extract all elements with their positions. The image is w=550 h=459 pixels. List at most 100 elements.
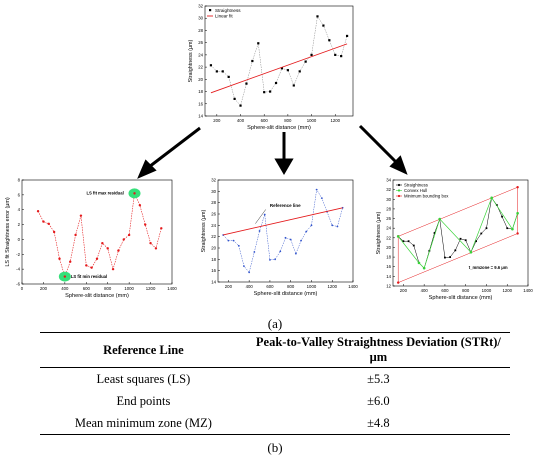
right-convex-hull-point xyxy=(417,261,421,265)
top-data-point xyxy=(274,81,278,85)
left-data-point xyxy=(69,260,72,263)
top-data-point xyxy=(328,39,331,42)
middle-data-point xyxy=(269,259,271,261)
top-data-point xyxy=(269,90,272,93)
row-mz-label: Mean minimum zone (MZ) xyxy=(74,415,212,430)
results-table: Reference Line Peak-to-Valley Straightne… xyxy=(40,332,510,435)
right-y-tick-label: 30 xyxy=(386,197,391,202)
left-y-tick-label: 0 xyxy=(18,237,21,242)
right-convex-hull-point xyxy=(511,227,514,231)
table-row: Least squares (LS) ±5.3 xyxy=(40,368,510,391)
middle-y-tick-label: 14 xyxy=(211,280,216,285)
middle-x-tick-label: 800 xyxy=(287,284,295,289)
right-convex-hull-point xyxy=(422,266,426,270)
top-data-point xyxy=(233,97,236,100)
right-convex-hull-point xyxy=(490,196,493,200)
left-data-point xyxy=(160,227,163,230)
left-data-point xyxy=(79,214,83,217)
top-x-tick-label: 1000 xyxy=(307,118,317,123)
left-data-point xyxy=(36,210,40,213)
right-data-point xyxy=(454,249,457,252)
top-data-point xyxy=(239,104,242,107)
right-data-point xyxy=(480,232,483,235)
right-y-tick-label: 24 xyxy=(386,226,391,231)
top-data-point xyxy=(215,70,218,73)
right-data-point xyxy=(485,227,488,230)
middle-reference-line xyxy=(223,207,343,236)
top-data-point xyxy=(257,42,260,45)
right-y-tick-label: 14 xyxy=(386,274,391,279)
right-y-tick-label: 22 xyxy=(386,235,391,240)
middle-y-tick-label: 32 xyxy=(211,178,216,183)
right-y-tick-label: 16 xyxy=(386,264,391,269)
right-data-point xyxy=(402,240,405,243)
top-legend-label-fit: Linear fit xyxy=(215,14,233,19)
left-data-point xyxy=(106,247,109,250)
top-series-line xyxy=(210,15,348,107)
middle-data-point xyxy=(289,238,292,241)
left-data-point xyxy=(111,267,115,271)
right-legend-marker xyxy=(397,194,401,198)
middle-data-point xyxy=(253,251,256,253)
top-data-point xyxy=(292,84,295,87)
middle-y-tick-label: 24 xyxy=(211,223,216,228)
top-y-tick-label: 22 xyxy=(198,65,203,70)
caption-a: (a) xyxy=(267,316,283,331)
right-convex-hull-point xyxy=(438,217,442,221)
left-x-tick-label: 400 xyxy=(61,286,69,291)
left-x-tick-label: 1000 xyxy=(124,286,134,291)
middle-y-tick-label: 22 xyxy=(211,234,216,239)
middle-data-point xyxy=(227,239,230,242)
middle-x-axis-label: Sphere-slit distance (mm) xyxy=(254,291,318,297)
middle-x-tick-label: 400 xyxy=(246,284,254,289)
top-data-point xyxy=(280,67,284,70)
middle-data-point xyxy=(232,239,235,242)
top-data-point xyxy=(304,60,307,63)
left-annot-min: LS fit min residual xyxy=(71,274,107,279)
right-annot-zone: t_mmzone = 9.6 μm xyxy=(469,265,508,270)
top-data-point xyxy=(227,75,230,78)
middle-data-point xyxy=(284,236,287,239)
right-x-tick-label: 1200 xyxy=(502,288,512,293)
top-plot-area xyxy=(204,5,354,117)
left-data-point xyxy=(117,249,120,252)
right-y-tick-label: 20 xyxy=(386,245,391,250)
top-y-tick-label: 30 xyxy=(198,16,203,21)
right-legend-marker xyxy=(397,189,401,192)
middle-x-tick-label: 1400 xyxy=(348,284,358,289)
right-legend-label: Convex Hull xyxy=(404,188,427,193)
left-x-tick-label: 200 xyxy=(40,286,48,291)
top-y-tick-label: 24 xyxy=(198,52,203,57)
row-ls-value: ±5.3 xyxy=(367,371,390,386)
left-y-tick-label: -2 xyxy=(16,252,20,257)
left-x-tick-label: 1400 xyxy=(167,286,177,291)
top-data-point xyxy=(316,15,319,18)
right-y-tick-label: 32 xyxy=(386,187,391,192)
middle-y-tick-label: 20 xyxy=(211,246,216,251)
middle-annot-pointer xyxy=(255,209,266,224)
right-data-point xyxy=(449,256,452,258)
figure-panel-a: 200 400 600 800 1000 120014161820222426283032… xyxy=(5,4,533,302)
middle-data-point xyxy=(274,258,277,261)
right-data-point xyxy=(444,256,446,259)
right-convex-hull-point xyxy=(469,250,473,254)
right-convex-hull-point xyxy=(516,211,519,215)
middle-data-point xyxy=(258,230,261,232)
right-data-point xyxy=(412,244,415,247)
left-y-tick-label: 4 xyxy=(18,207,21,212)
left-data-point xyxy=(95,257,99,260)
top-legend-label-straightness: Straightness xyxy=(215,8,241,13)
left-data-point xyxy=(90,266,93,269)
middle-data-point xyxy=(320,197,323,200)
top-data-point xyxy=(334,53,337,56)
middle-x-tick-label: 600 xyxy=(266,284,274,289)
right-y-tick-label: 28 xyxy=(386,206,391,211)
right-x-tick-label: 600 xyxy=(441,288,449,293)
top-data-point xyxy=(340,55,343,58)
middle-chart: 200 400 600 800 1000 1200 1400 14 16 18 20 22 24 26 28… xyxy=(201,178,358,298)
right-chart: 200 400 600 800 1000 1200 1400 12 14 16 18 20 22 24 26… xyxy=(376,178,533,302)
left-x-tick-label: 600 xyxy=(83,286,91,291)
middle-data-point xyxy=(248,271,251,274)
